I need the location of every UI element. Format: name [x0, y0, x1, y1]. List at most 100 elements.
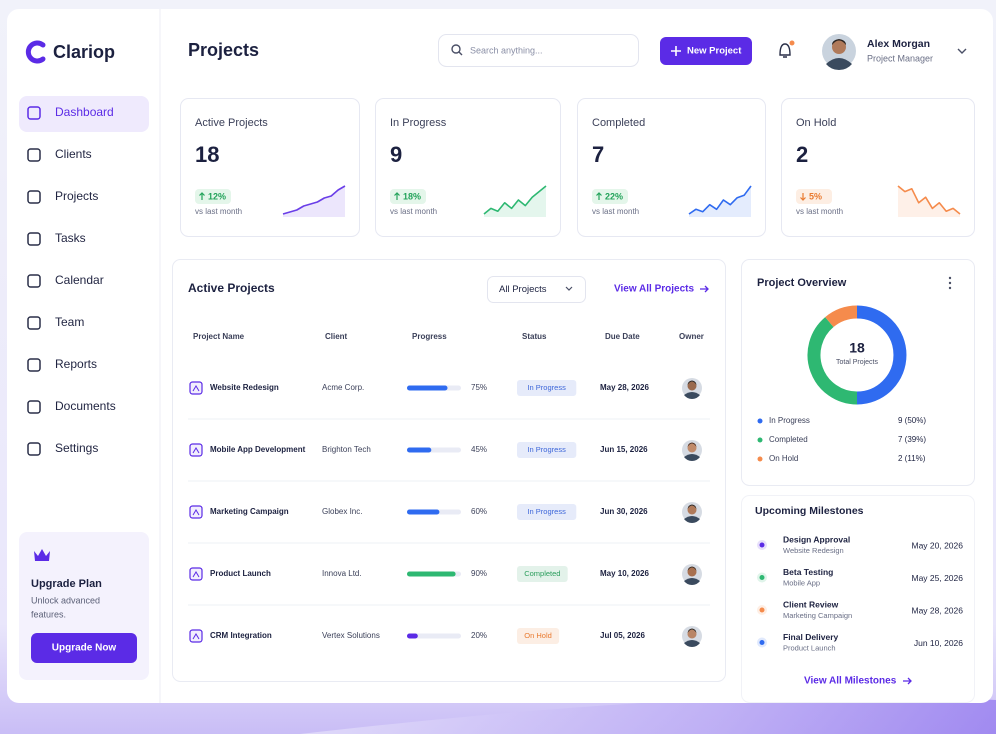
due-date: Jun 15, 2026: [600, 445, 648, 454]
stat-label: In Progress: [390, 117, 447, 129]
column-header: Status: [522, 332, 547, 341]
overview-card: [741, 259, 975, 486]
view-all-projects[interactable]: View All Projects: [614, 284, 694, 295]
nav-icon: [27, 232, 41, 246]
legend-label: Completed: [769, 435, 808, 444]
project-name[interactable]: Website Redesign: [210, 383, 279, 392]
active-projects-card: [172, 259, 726, 682]
project-name[interactable]: Product Launch: [210, 569, 271, 578]
milestone-project: Website Redesign: [783, 546, 844, 555]
nav-item[interactable]: Tasks: [55, 231, 86, 245]
change-badge: [195, 189, 231, 204]
donut-segment: [825, 305, 858, 328]
filter-dropdown[interactable]: [487, 276, 586, 303]
more-menu[interactable]: [948, 276, 952, 290]
client: Brighton Tech: [322, 445, 371, 454]
milestone-date: May 20, 2026: [911, 540, 963, 550]
owner-avatar: [687, 628, 697, 633]
section-title: Active Projects: [188, 281, 275, 295]
search-box[interactable]: [438, 34, 639, 67]
legend-dot: [757, 456, 763, 462]
milestone-dot: [759, 542, 765, 548]
search-placeholder[interactable]: Search anything...: [470, 45, 543, 55]
search-icon: [451, 44, 461, 54]
stat-value: 18: [195, 142, 219, 167]
dropdown-chevron: [565, 286, 573, 291]
progress-label: 45%: [471, 445, 487, 454]
new-project-button[interactable]: [660, 37, 752, 65]
client: Globex Inc.: [322, 507, 362, 516]
progress-label: 20%: [471, 631, 487, 640]
sparkline: [483, 185, 547, 215]
arrow-icon: [903, 677, 912, 685]
milestone-name: Beta Testing: [783, 567, 833, 577]
nav-item[interactable]: Dashboard: [55, 105, 114, 119]
nav-item[interactable]: Calendar: [55, 273, 104, 287]
owner-avatar: [687, 443, 697, 453]
project-name[interactable]: Marketing Campaign: [210, 507, 289, 516]
column-header: Project Name: [193, 332, 245, 341]
nav-item[interactable]: Clients: [55, 147, 92, 161]
owner-avatar: [687, 380, 697, 385]
brand-logo: [25, 40, 46, 64]
nav-icon: [27, 400, 41, 414]
progress-bar: [407, 385, 448, 391]
upgrade-text: Unlock advanced: [31, 595, 100, 605]
stat-value: 9: [390, 142, 402, 167]
column-header: Owner: [679, 332, 704, 341]
new-project-label[interactable]: New Project: [687, 46, 742, 57]
user-menu-chevron[interactable]: [957, 48, 967, 54]
nav-icon: [27, 190, 41, 204]
milestone-name: Client Review: [783, 599, 839, 609]
nav-active-bg: [19, 96, 149, 132]
project-icon: [192, 571, 200, 578]
owner-avatar: [684, 640, 700, 647]
change-badge: [796, 189, 832, 204]
progress-bar: [407, 447, 432, 453]
project-name[interactable]: CRM Integration: [210, 631, 272, 640]
change-badge: [592, 189, 628, 204]
due-date: Jun 30, 2026: [600, 507, 648, 516]
owner-avatar: [684, 516, 700, 523]
milestone-project: Mobile App: [783, 578, 820, 587]
legend-label: In Progress: [769, 416, 810, 425]
nav-icon: [27, 274, 41, 288]
nav-icon: [27, 106, 41, 120]
bell-icon[interactable]: [779, 43, 791, 58]
client: Innova Ltd.: [322, 569, 362, 578]
project-icon: [192, 385, 200, 392]
project-icon: [189, 505, 203, 519]
project-name[interactable]: Mobile App Development: [210, 445, 306, 454]
nav-item[interactable]: Settings: [55, 441, 98, 455]
view-all-milestones[interactable]: View All Milestones: [804, 676, 897, 687]
change-badge: [390, 189, 426, 204]
status-badge: [517, 442, 577, 458]
nav-item[interactable]: Projects: [55, 189, 98, 203]
legend-value: 9 (50%): [898, 416, 926, 425]
nav-item[interactable]: Team: [55, 315, 84, 329]
stat-label: Active Projects: [195, 117, 268, 129]
overview-title: Project Overview: [757, 277, 847, 289]
filter-label[interactable]: All Projects: [499, 284, 547, 295]
arrow-icon: [700, 285, 709, 293]
nav-icon: [27, 148, 41, 162]
change-arrow: [394, 192, 400, 200]
nav-icon: [27, 316, 41, 330]
change-value: 12%: [208, 191, 226, 201]
status-label: In Progress: [527, 445, 566, 454]
nav-item[interactable]: Reports: [55, 357, 97, 371]
nav-item[interactable]: Documents: [55, 399, 116, 413]
owner-avatar: [684, 392, 700, 399]
crown-icon: [34, 549, 50, 561]
plus-icon: [671, 46, 681, 56]
nav-icon: [27, 442, 41, 456]
change-arrow: [596, 192, 602, 200]
upgrade-button[interactable]: [31, 633, 137, 663]
stat-value: 7: [592, 142, 604, 167]
project-icon: [192, 447, 200, 454]
upgrade-button-label[interactable]: Upgrade Now: [52, 643, 117, 654]
status-badge: [517, 380, 577, 396]
progress-track: [407, 633, 461, 639]
due-date: May 28, 2026: [600, 383, 649, 392]
